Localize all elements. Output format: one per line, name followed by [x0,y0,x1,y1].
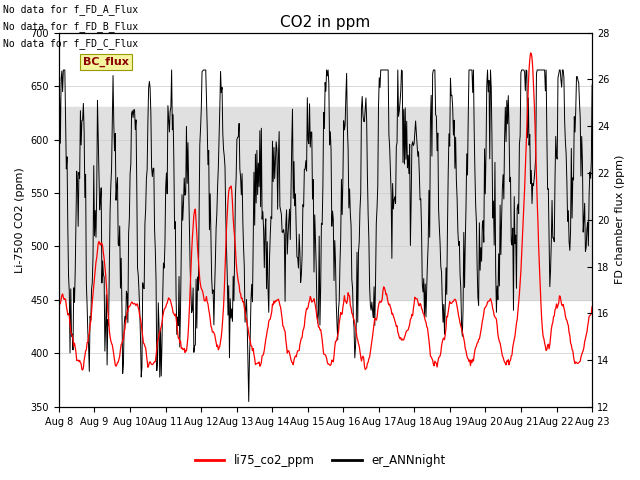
Y-axis label: Li-7500 CO2 (ppm): Li-7500 CO2 (ppm) [15,167,25,273]
Y-axis label: FD chamber flux (ppm): FD chamber flux (ppm) [615,155,625,285]
Text: No data for f_FD_B_Flux: No data for f_FD_B_Flux [3,21,138,32]
Text: No data for f_FD_C_Flux: No data for f_FD_C_Flux [3,38,138,49]
Legend: li75_co2_ppm, er_ANNnight: li75_co2_ppm, er_ANNnight [190,449,450,472]
Text: No data for f_FD_A_Flux: No data for f_FD_A_Flux [3,4,138,15]
Bar [59,108,592,300]
Text: BC_flux: BC_flux [83,57,129,67]
Title: CO2 in ppm: CO2 in ppm [280,15,371,30]
